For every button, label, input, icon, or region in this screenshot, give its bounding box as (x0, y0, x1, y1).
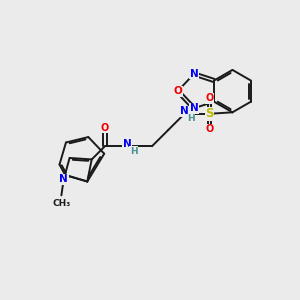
Text: O: O (101, 123, 109, 133)
Text: O: O (206, 94, 214, 103)
Text: N: N (123, 139, 131, 149)
Text: CH₃: CH₃ (52, 199, 70, 208)
Text: N: N (190, 103, 198, 113)
Text: H: H (130, 147, 137, 156)
Text: H: H (187, 114, 195, 123)
Text: N: N (180, 106, 189, 116)
Text: O: O (173, 86, 182, 96)
Text: N: N (59, 174, 68, 184)
Text: N: N (190, 69, 198, 79)
Text: S: S (205, 107, 214, 120)
Text: O: O (206, 124, 214, 134)
